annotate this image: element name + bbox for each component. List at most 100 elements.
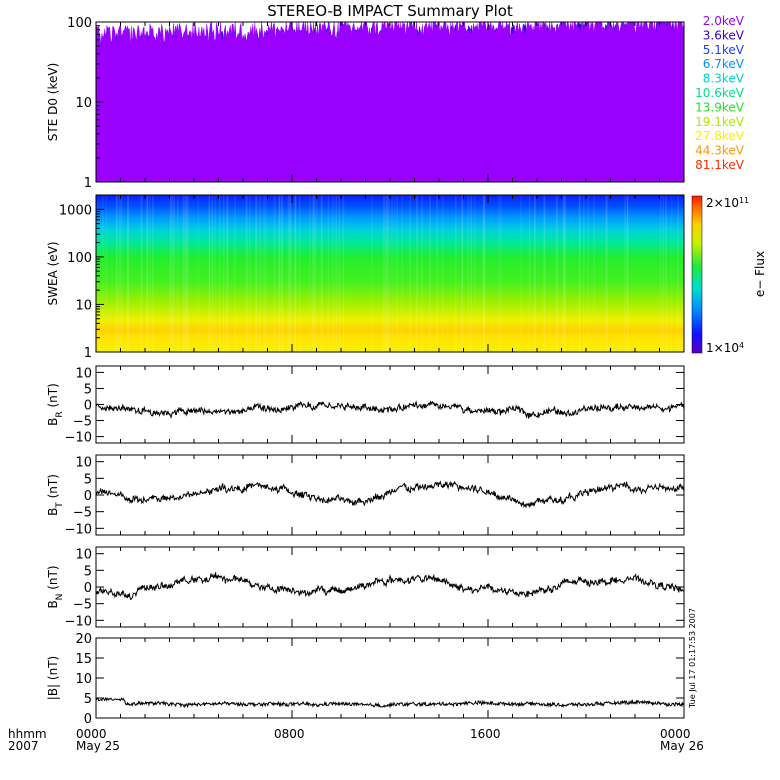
swea-texture	[563, 195, 566, 352]
swea-texture	[173, 195, 176, 352]
swea-texture	[278, 195, 281, 352]
ste-y-tick-label: 100	[67, 16, 92, 31]
b-y-tick-label-3: 0	[84, 489, 92, 504]
y-axis-label-0: STE D0 (keV)	[46, 63, 60, 142]
swea-texture	[315, 195, 317, 352]
b-frame-2	[95, 365, 685, 444]
y-axis-label-1: SWEA (eV)	[46, 241, 60, 305]
colorbar-label: e− Flux	[753, 251, 767, 297]
swea-texture	[583, 195, 585, 352]
swea-texture	[115, 195, 118, 352]
swea-texture	[208, 195, 211, 352]
b-y-tick-label-3: 10	[75, 456, 92, 471]
swea-texture	[211, 195, 214, 352]
swea-y-tick-label: 100	[67, 251, 92, 266]
swea-texture	[624, 195, 626, 352]
swea-texture	[383, 195, 386, 352]
b-y-tick-label-2: 0	[84, 399, 92, 414]
time-format-label: hhmm	[8, 727, 47, 741]
swea-texture	[265, 195, 267, 352]
swea-texture	[401, 195, 403, 352]
swea-texture	[587, 195, 589, 352]
legend-entry: 10.6keV	[695, 86, 745, 100]
y-axis-label-2: BR (nT)	[46, 383, 65, 426]
swea-panel: 1 10 100 1000 SWEA (eV) 2×1011 1×104 e− Flux	[46, 194, 767, 361]
swea-texture	[386, 195, 389, 352]
swea-texture	[394, 195, 396, 352]
b-panel-4: −10−5 0 510 BN (nT)	[46, 546, 685, 629]
x-tick-date-3: May 26	[660, 739, 704, 753]
swea-texture	[396, 195, 399, 352]
b-series-line-5	[95, 696, 685, 709]
legend-entry: 8.3keV	[703, 72, 745, 86]
legend-entry: 2.0keV	[703, 14, 745, 28]
swea-texture	[185, 195, 188, 352]
swea-texture	[436, 195, 438, 352]
swea-texture	[226, 195, 228, 352]
swea-texture	[287, 195, 290, 352]
swea-texture	[281, 195, 284, 352]
swea-texture	[226, 195, 229, 352]
swea-texture	[455, 195, 457, 352]
b-panel-2: −10−50 510 BR (nT)	[46, 365, 685, 446]
swea-texture	[500, 195, 502, 352]
swea-texture	[280, 195, 283, 352]
y-axis-label-4: BN (nT)	[46, 565, 65, 608]
ste-y-tick-label: 1	[84, 176, 92, 191]
swea-texture	[461, 195, 464, 352]
y-axis-label-5: |B| (nT)	[46, 656, 60, 700]
b-y-tick-label-4: −10	[65, 614, 92, 629]
swea-texture	[385, 195, 388, 352]
swea-y-tick-label: 1000	[59, 203, 92, 218]
b-y-tick-label-4: 10	[75, 548, 92, 563]
x-tick-label-1: 0800	[274, 727, 305, 741]
swea-texture	[416, 195, 418, 352]
swea-texture	[677, 195, 679, 352]
swea-texture	[116, 195, 119, 352]
swea-texture	[332, 195, 334, 352]
plot-title: STEREO-B IMPACT Summary Plot	[267, 2, 513, 20]
swea-texture	[182, 195, 184, 352]
swea-texture	[197, 195, 200, 352]
swea-texture	[409, 195, 411, 352]
colorbar-max-label: 2×1011	[706, 196, 749, 211]
swea-texture	[335, 195, 337, 352]
swea-texture	[543, 195, 546, 352]
swea-texture	[187, 195, 190, 352]
swea-texture	[626, 195, 629, 352]
swea-texture	[119, 195, 121, 352]
swea-texture	[219, 195, 221, 352]
b-y-tick-label-3: −5	[73, 506, 92, 521]
swea-texture	[290, 195, 292, 352]
b-y-tick-label-2: 10	[75, 366, 92, 381]
swea-texture	[564, 195, 566, 352]
swea-texture	[659, 195, 662, 352]
swea-texture	[246, 195, 248, 352]
b-frame-4	[95, 546, 685, 628]
swea-texture	[482, 195, 485, 352]
swea-texture	[208, 195, 211, 352]
swea-texture	[274, 195, 276, 352]
swea-texture	[149, 195, 151, 352]
swea-texture	[309, 195, 311, 352]
swea-texture	[533, 195, 536, 352]
swea-texture	[391, 195, 393, 352]
b-y-tick-label-3: −10	[65, 522, 92, 537]
swea-texture	[294, 195, 296, 352]
swea-texture	[555, 195, 558, 352]
swea-texture	[528, 195, 531, 352]
swea-texture	[254, 195, 257, 352]
swea-texture	[461, 195, 463, 352]
b-y-tick-label-2: −10	[65, 431, 92, 446]
swea-texture	[126, 195, 129, 352]
swea-texture	[186, 195, 188, 352]
swea-texture	[152, 195, 154, 352]
swea-texture	[141, 195, 143, 352]
swea-texture	[470, 195, 472, 352]
legend-entry: 6.7keV	[703, 57, 745, 71]
swea-texture	[312, 195, 314, 352]
swea-texture	[169, 195, 172, 352]
swea-texture	[183, 195, 185, 352]
x-tick-label-0: 0000	[76, 727, 107, 741]
